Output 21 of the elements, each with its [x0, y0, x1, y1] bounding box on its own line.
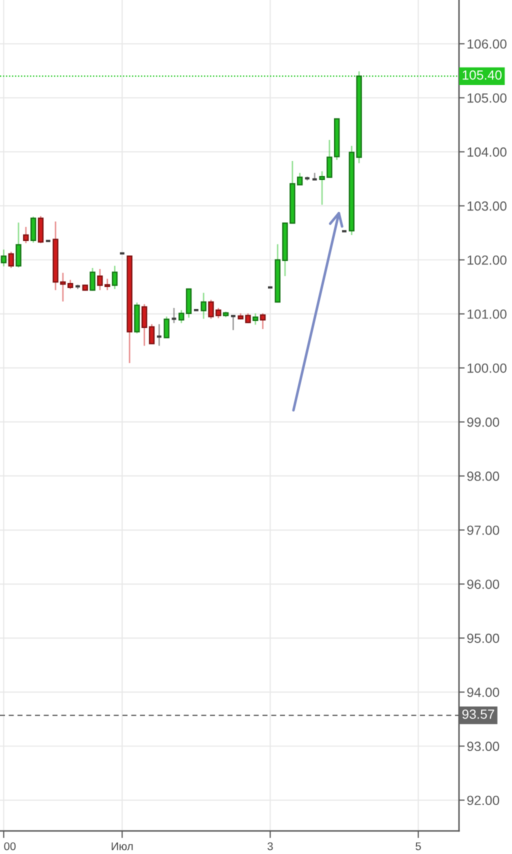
y-tick-label: 92.00: [467, 796, 500, 806]
y-tick-label: 96.00: [467, 580, 500, 589]
y-tick-label: 105.00: [468, 93, 506, 103]
y-tick-label: 104.00: [468, 147, 506, 157]
y-tick-label: 100.00: [468, 363, 506, 373]
y-tick-label: 106.00: [468, 39, 506, 49]
y-tick-label: 102.00: [468, 255, 506, 265]
y-tick-label: 101.00: [468, 309, 506, 319]
x-tick-label: Июл: [112, 842, 133, 850]
y-tick-label: 99.00: [467, 418, 500, 427]
y-tick-label: 95.00: [467, 634, 500, 643]
y-tick-label: 93.00: [467, 742, 500, 752]
x-tick-label: 3: [268, 842, 273, 850]
x-tick-label: 00: [4, 842, 16, 850]
ref-line-label: 93.57: [462, 710, 494, 719]
y-tick-label: 97.00: [467, 526, 500, 535]
ref-line-label: 105.40: [462, 70, 502, 80]
x-tick-label: 5: [416, 842, 421, 850]
y-tick-label: 103.00: [468, 201, 506, 211]
y-tick-label: 94.00: [467, 688, 500, 697]
y-tick-label: 98.00: [467, 472, 500, 481]
